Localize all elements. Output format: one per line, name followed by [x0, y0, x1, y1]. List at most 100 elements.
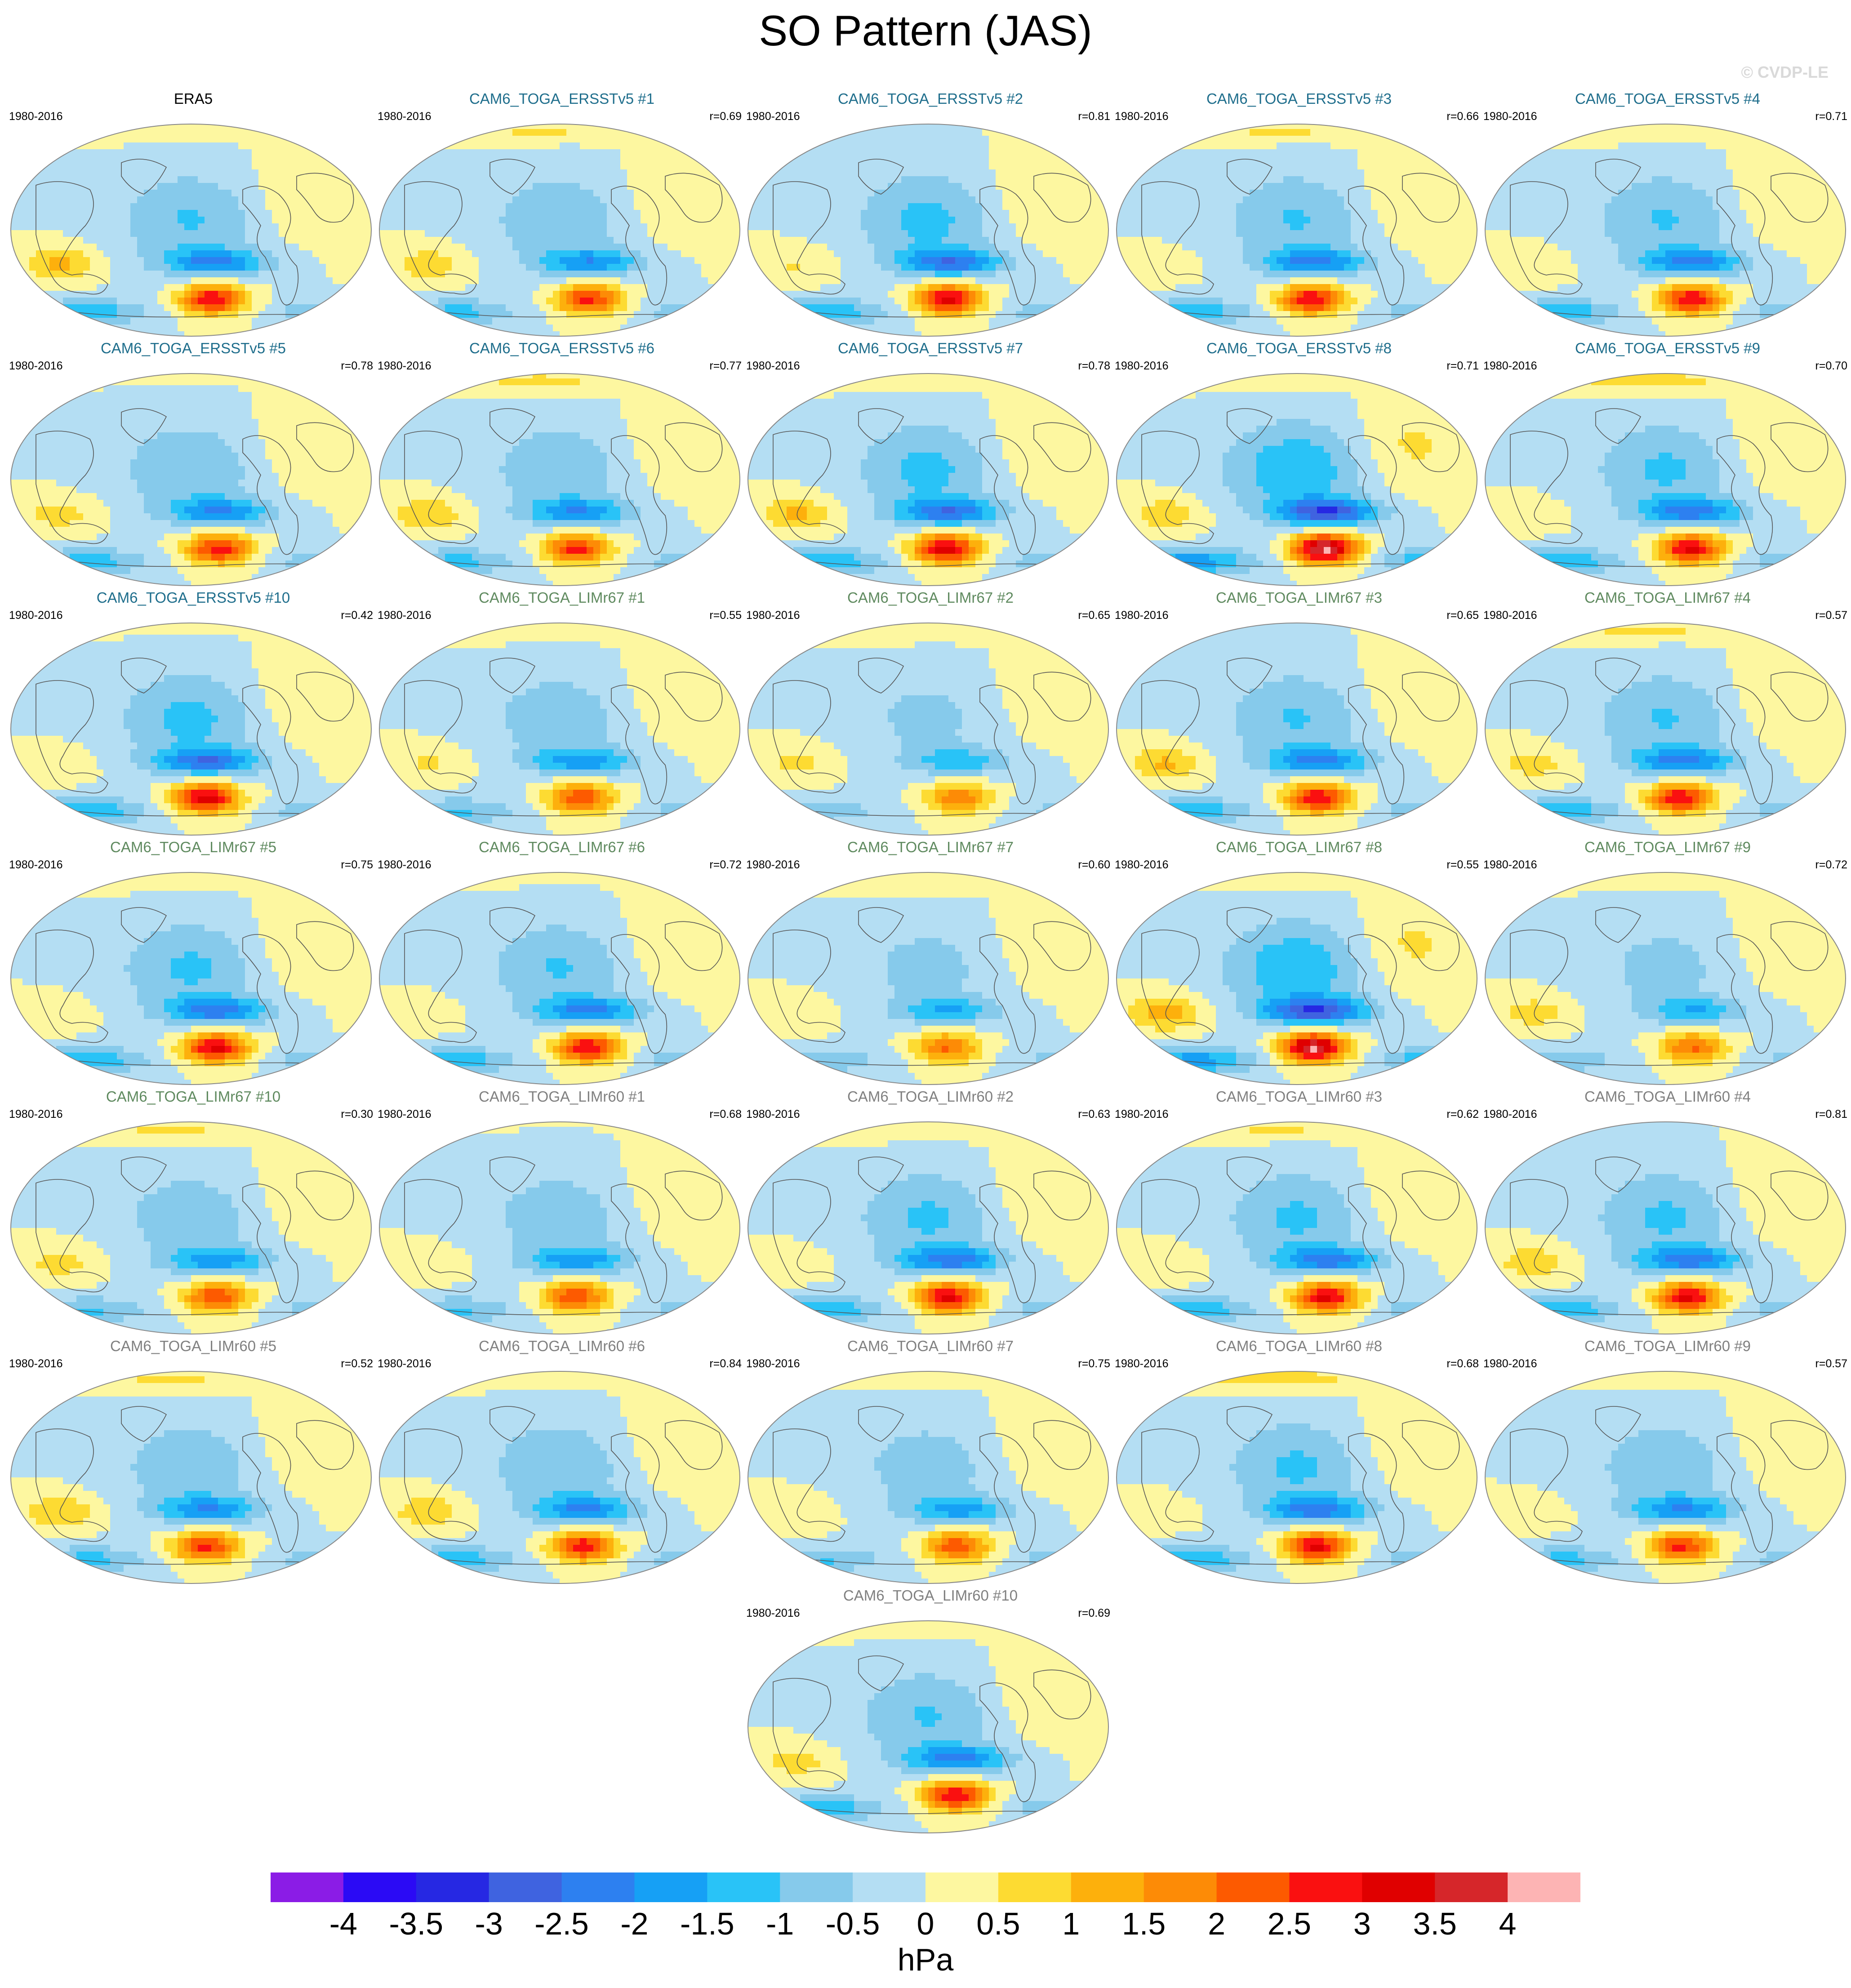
colorbar-swatch: [1362, 1872, 1435, 1902]
colorbar-tick-label: 0.5: [976, 1906, 1020, 1942]
panel-period: 1980-2016: [1115, 1107, 1169, 1121]
coastline: [1402, 921, 1460, 971]
robinson-map: [1485, 623, 1846, 836]
coastline: [1348, 1183, 1405, 1303]
colorbar-swatch: [780, 1872, 853, 1902]
map-panel: CAM6_TOGA_LIMr60 #6 1980-2016 r=0.84: [378, 1337, 746, 1584]
pattern-correlation: r=0.69: [709, 110, 742, 123]
panel-period: 1980-2016: [9, 1357, 63, 1370]
panel-title: CAM6_TOGA_LIMr67 #7: [746, 838, 1115, 856]
panel-period: 1980-2016: [746, 359, 800, 373]
coastline: [431, 560, 693, 567]
coastline: [1168, 1558, 1430, 1565]
coastline: [1033, 173, 1091, 223]
map-border: [10, 623, 372, 836]
panel-period: 1980-2016: [746, 858, 800, 872]
coastline: [404, 1428, 477, 1542]
map-panel: CAM6_TOGA_LIMr67 #3 1980-2016 r=0.65: [1115, 589, 1483, 836]
coastline: [979, 186, 1036, 306]
coastline: [1141, 1428, 1214, 1542]
map-border: [1116, 623, 1477, 836]
panel-period: 1980-2016: [1115, 858, 1169, 872]
coastline: [611, 435, 667, 555]
coastline: [1537, 1059, 1798, 1066]
coastline: [1510, 680, 1583, 794]
pattern-correlation: r=0.75: [1078, 1357, 1110, 1370]
colorbar-tick-label: -4: [329, 1906, 357, 1942]
map-border: [379, 623, 740, 836]
coastline: [800, 1059, 1061, 1066]
colorbar-swatch: [1071, 1872, 1144, 1902]
map-border: [379, 1371, 740, 1584]
panel-title: CAM6_TOGA_LIMr60 #10: [746, 1587, 1115, 1605]
pattern-correlation: r=0.70: [1815, 359, 1847, 373]
panel-title: CAM6_TOGA_LIMr60 #4: [1483, 1088, 1851, 1106]
robinson-map: [1116, 124, 1477, 337]
panel-period: 1980-2016: [1483, 359, 1537, 373]
coastline: [1033, 1420, 1091, 1470]
coastline: [1510, 181, 1583, 295]
map-panel: CAM6_TOGA_LIMr67 #9 1980-2016 r=0.72: [1483, 838, 1851, 1085]
colorbar-swatch: [416, 1872, 489, 1902]
robinson-map: [10, 1121, 372, 1334]
coastline: [611, 934, 667, 1054]
colorbar-tick-label: -1: [766, 1906, 794, 1942]
coastline: [296, 422, 354, 472]
coastline: [1348, 435, 1405, 555]
coastline: [1402, 422, 1460, 472]
pattern-correlation: r=0.52: [341, 1357, 373, 1370]
map-panel: CAM6_TOGA_ERSSTv5 #10 1980-2016 r=0.42: [9, 589, 378, 836]
map-panel: CAM6_TOGA_LIMr60 #10 1980-2016 r=0.69: [746, 1587, 1115, 1833]
coastline: [431, 1059, 693, 1066]
map-border: [1485, 124, 1846, 337]
coastline: [36, 930, 108, 1043]
robinson-map: [1485, 872, 1846, 1085]
figure-title: SO Pattern (JAS): [0, 6, 1851, 56]
robinson-map: [748, 1121, 1109, 1334]
colorbar-tick-label: 2.5: [1268, 1906, 1311, 1942]
robinson-map: [1485, 124, 1846, 337]
panel-period: 1980-2016: [746, 110, 800, 123]
coastline: [665, 921, 723, 971]
robinson-map: [1116, 872, 1477, 1085]
map-border: [1485, 1121, 1846, 1334]
coastline: [1510, 1428, 1583, 1542]
coastline: [1033, 921, 1091, 971]
pattern-correlation: r=0.69: [1078, 1606, 1110, 1620]
panel-period: 1980-2016: [378, 858, 432, 872]
panel-title: CAM6_TOGA_LIMr60 #2: [746, 1088, 1115, 1106]
coastline: [242, 186, 299, 306]
coastline: [121, 658, 167, 694]
coastline: [979, 685, 1036, 805]
colorbar-tick-label: -3: [475, 1906, 503, 1942]
robinson-map: [1116, 623, 1477, 836]
map-panel: CAM6_TOGA_LIMr67 #2 1980-2016 r=0.65: [746, 589, 1115, 836]
coastline: [1717, 1433, 1773, 1553]
map-panel: CAM6_TOGA_LIMr60 #2 1980-2016 r=0.63: [746, 1088, 1115, 1334]
coastline: [489, 1156, 536, 1192]
coastline: [665, 173, 723, 223]
panel-period: 1980-2016: [1115, 1357, 1169, 1370]
colorbar-tick-label: 1.5: [1122, 1906, 1166, 1942]
panel-title: CAM6_TOGA_LIMr60 #8: [1115, 1337, 1483, 1355]
map-panel: CAM6_TOGA_LIMr60 #5 1980-2016 r=0.52: [9, 1337, 378, 1584]
coastline: [1771, 173, 1829, 223]
coastline: [1771, 422, 1829, 472]
panel-period: 1980-2016: [378, 609, 432, 622]
coastline: [1227, 907, 1273, 943]
coastline: [1771, 921, 1829, 971]
pattern-correlation: r=0.78: [1078, 359, 1110, 373]
map-border: [748, 1121, 1109, 1334]
coastline: [62, 1558, 324, 1565]
pattern-correlation: r=0.68: [1446, 1357, 1479, 1370]
coastline: [1595, 1406, 1642, 1442]
coastline: [1168, 1059, 1430, 1066]
robinson-map: [1116, 1121, 1477, 1334]
pattern-correlation: r=0.84: [709, 1357, 742, 1370]
robinson-map: [748, 373, 1109, 586]
pattern-correlation: r=0.57: [1815, 609, 1847, 622]
pattern-correlation: r=0.57: [1815, 1357, 1847, 1370]
coastline: [36, 1179, 108, 1293]
panel-title: ERA5: [9, 90, 378, 108]
pattern-correlation: r=0.75: [341, 858, 373, 872]
